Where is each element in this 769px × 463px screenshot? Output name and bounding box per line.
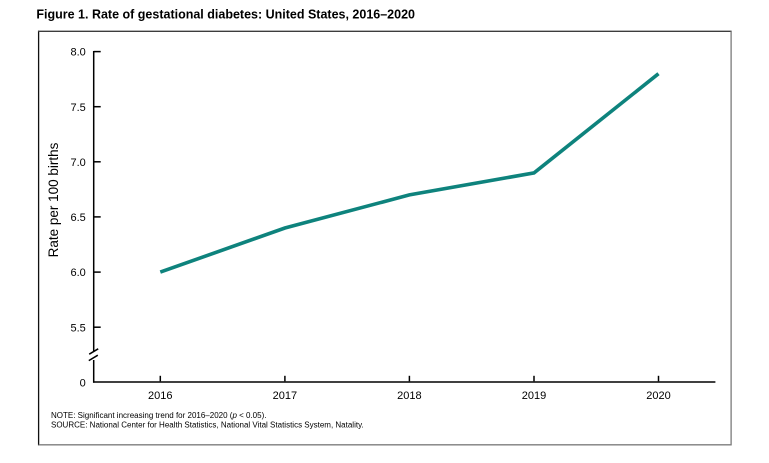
svg-text:6.0: 6.0 <box>71 267 86 279</box>
svg-text:2016: 2016 <box>148 390 172 402</box>
svg-text:2019: 2019 <box>522 390 546 402</box>
svg-text:0: 0 <box>80 378 86 390</box>
svg-text:7.0: 7.0 <box>71 157 86 169</box>
svg-text:2018: 2018 <box>397 390 421 402</box>
svg-text:2017: 2017 <box>273 390 297 402</box>
svg-text:7.5: 7.5 <box>71 102 86 114</box>
svg-text:8.0: 8.0 <box>71 47 86 59</box>
svg-text:SOURCE: National Center for He: SOURCE: National Center for Health Stati… <box>51 421 364 430</box>
svg-text:Figure 1. Rate of gestational: Figure 1. Rate of gestational diabetes: … <box>36 8 415 22</box>
svg-text:Rate per 100 births: Rate per 100 births <box>46 142 61 257</box>
svg-text:NOTE: Significant increasing t: NOTE: Significant increasing trend for 2… <box>51 411 266 420</box>
svg-text:6.5: 6.5 <box>71 212 86 224</box>
svg-text:5.5: 5.5 <box>71 322 86 334</box>
svg-text:2020: 2020 <box>646 390 670 402</box>
